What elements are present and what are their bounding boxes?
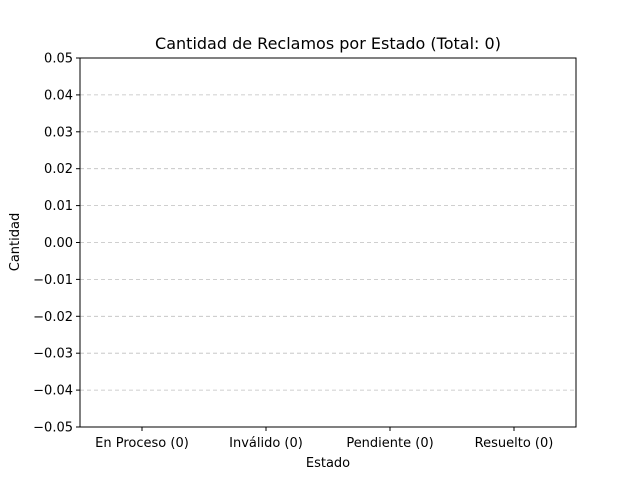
y-tick-label: −0.02 xyxy=(33,310,73,325)
x-tick-label: En Proceso (0) xyxy=(95,436,189,451)
y-axis-label: Cantidad xyxy=(8,213,23,271)
x-tick-label: Inválido (0) xyxy=(229,436,303,451)
chart-title: Cantidad de Reclamos por Estado (Total: … xyxy=(155,34,501,53)
x-tick-label: Resuelto (0) xyxy=(475,436,554,451)
y-tick-label: −0.05 xyxy=(33,421,73,436)
y-tick-label: 0.02 xyxy=(44,162,73,177)
y-axis-ticks: −0.05 −0.04 −0.03 −0.02 −0.01 0.00 0.01 0.02 0.0… xyxy=(33,52,80,436)
y-tick-label: −0.01 xyxy=(33,273,73,288)
y-tick-label: 0.00 xyxy=(44,236,73,251)
x-axis-label: Estado xyxy=(306,456,350,471)
y-tick-label: 0.03 xyxy=(44,125,73,140)
y-tick-label: −0.03 xyxy=(33,347,73,362)
grid-lines xyxy=(80,94,576,391)
x-tick-label: Pendiente (0) xyxy=(346,436,433,451)
y-tick-label: 0.05 xyxy=(44,52,73,67)
x-axis-ticks: En Proceso (0) Inválido (0) Pendiente (0) R… xyxy=(95,427,553,451)
y-tick-label: −0.04 xyxy=(33,384,73,399)
y-tick-label: 0.04 xyxy=(44,88,73,103)
y-tick-label: 0.01 xyxy=(44,199,73,214)
